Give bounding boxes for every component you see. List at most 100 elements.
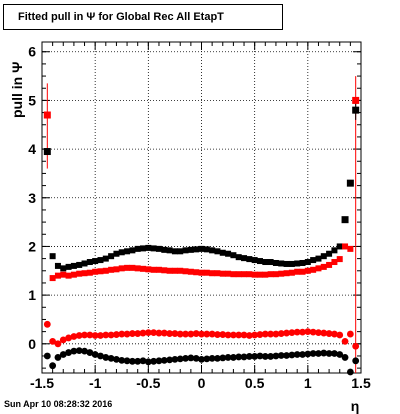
data-point bbox=[97, 268, 104, 275]
data-point bbox=[331, 259, 338, 266]
data-point bbox=[341, 337, 349, 345]
x-tick-label: 0 bbox=[198, 375, 206, 391]
data-point bbox=[59, 336, 67, 344]
data-point bbox=[336, 331, 344, 339]
data-point bbox=[102, 255, 109, 262]
data-point bbox=[310, 266, 317, 273]
data-point bbox=[352, 96, 360, 104]
data-point bbox=[267, 271, 274, 278]
data-point bbox=[43, 352, 51, 360]
data-point bbox=[294, 268, 301, 275]
data-point bbox=[76, 270, 83, 277]
x-tick-label: 1.5 bbox=[351, 375, 371, 391]
data-point bbox=[102, 354, 110, 361]
y-tick-label: 5 bbox=[28, 92, 36, 108]
data-point bbox=[352, 342, 360, 350]
data-point bbox=[43, 320, 51, 328]
data-point bbox=[182, 330, 189, 338]
data-point bbox=[75, 347, 83, 355]
data-point bbox=[219, 249, 226, 256]
data-point bbox=[81, 331, 88, 339]
data-point bbox=[203, 246, 210, 253]
data-point bbox=[251, 353, 259, 360]
data-point bbox=[309, 350, 317, 357]
data-point bbox=[272, 352, 280, 360]
data-point bbox=[293, 328, 301, 336]
data-point bbox=[346, 368, 354, 376]
data-point bbox=[187, 268, 194, 275]
data-point bbox=[155, 329, 163, 337]
data-point bbox=[171, 355, 179, 363]
data-point bbox=[256, 258, 263, 265]
data-point bbox=[123, 357, 131, 365]
x-tick-label: -1.5 bbox=[30, 375, 54, 391]
data-point bbox=[182, 247, 189, 254]
data-point bbox=[91, 351, 99, 358]
data-point bbox=[76, 261, 83, 268]
y-axis-label: pull in Ψ bbox=[9, 62, 25, 118]
data-point bbox=[140, 265, 147, 272]
data-point bbox=[86, 269, 93, 276]
data-point bbox=[309, 328, 317, 336]
data-point bbox=[352, 357, 360, 365]
data-point bbox=[91, 332, 99, 339]
data-point bbox=[161, 267, 168, 274]
data-point bbox=[272, 271, 279, 278]
data-point bbox=[203, 269, 210, 276]
data-point bbox=[86, 331, 94, 339]
data-point bbox=[182, 354, 189, 362]
data-point bbox=[171, 330, 179, 337]
data-point bbox=[70, 262, 77, 269]
data-point bbox=[81, 260, 88, 267]
data-point bbox=[81, 270, 88, 277]
data-point bbox=[352, 106, 360, 114]
data-point bbox=[134, 245, 141, 252]
data-point bbox=[341, 354, 349, 361]
data-point bbox=[129, 247, 136, 254]
data-point bbox=[262, 271, 269, 278]
data-point bbox=[261, 330, 269, 338]
data-point bbox=[235, 331, 243, 339]
data-point bbox=[176, 330, 184, 338]
data-point bbox=[331, 247, 338, 254]
data-point bbox=[272, 330, 280, 338]
data-point bbox=[97, 332, 104, 339]
data-point bbox=[144, 329, 152, 336]
data-point bbox=[326, 250, 333, 257]
data-point bbox=[198, 355, 205, 363]
data-point bbox=[113, 355, 120, 363]
data-point bbox=[193, 246, 200, 253]
data-point bbox=[294, 260, 301, 267]
data-point bbox=[155, 266, 162, 273]
data-point bbox=[214, 248, 221, 255]
data-point bbox=[49, 253, 56, 260]
data-point bbox=[118, 330, 126, 338]
data-point bbox=[235, 271, 242, 278]
data-point bbox=[187, 330, 195, 338]
data-point bbox=[262, 259, 269, 266]
y-tick-label: 0 bbox=[28, 336, 36, 352]
chart-title: Fitted pull in Ψ for Global Rec All Etap… bbox=[3, 4, 283, 30]
data-point bbox=[145, 266, 152, 273]
data-point bbox=[299, 259, 306, 266]
data-point bbox=[49, 275, 56, 282]
data-point bbox=[118, 249, 125, 256]
data-point bbox=[145, 244, 152, 251]
data-point bbox=[331, 330, 338, 338]
data-point bbox=[198, 269, 205, 276]
data-point bbox=[107, 354, 115, 362]
data-point bbox=[160, 356, 168, 364]
data-point bbox=[171, 267, 178, 274]
data-point bbox=[150, 245, 157, 252]
data-point bbox=[209, 270, 216, 277]
data-point bbox=[245, 332, 253, 339]
data-point bbox=[108, 253, 115, 260]
data-point bbox=[192, 354, 200, 362]
data-point bbox=[107, 331, 115, 339]
data-point bbox=[54, 354, 62, 361]
data-point bbox=[304, 328, 312, 336]
data-point bbox=[325, 330, 333, 337]
data-point bbox=[177, 248, 184, 255]
data-point bbox=[65, 349, 72, 356]
